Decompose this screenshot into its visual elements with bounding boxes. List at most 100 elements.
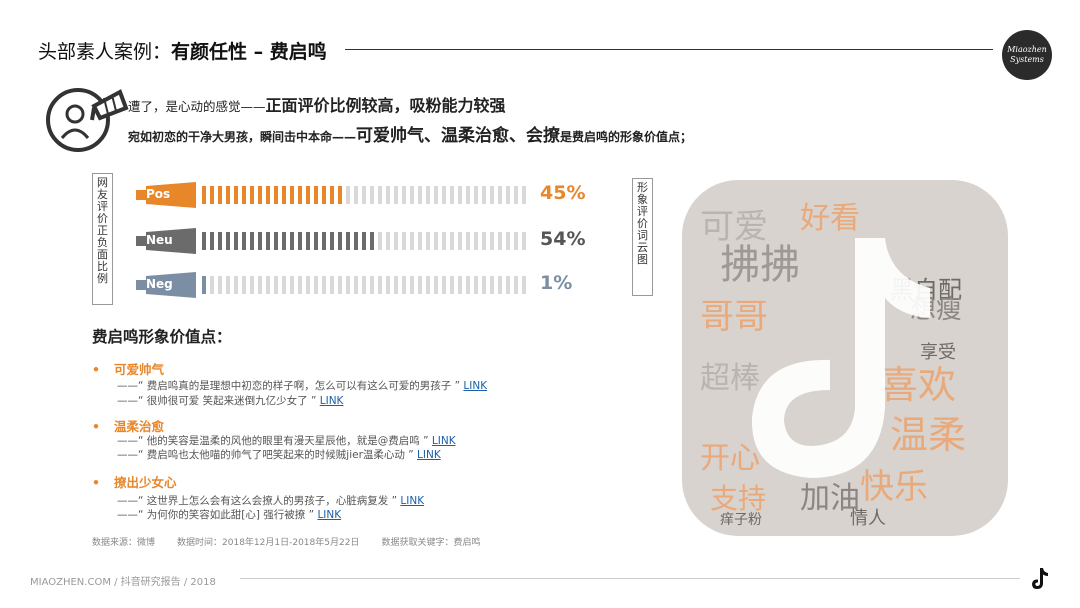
trait-heading: • 可爱帅气 — [92, 362, 165, 377]
bar-segment — [218, 276, 222, 294]
svg-text:喜欢: 喜欢 — [880, 363, 956, 407]
bar-segment — [234, 232, 238, 250]
sentiment-bar — [202, 186, 532, 204]
page-title: 头部素人案例：有颜任性 – 费启鸣 — [38, 41, 327, 63]
bar-segment — [482, 186, 486, 204]
quote-item: ——“ 这世界上怎么会有这么会撩人的男孩子，心脏病复发 ” LINK — [117, 495, 425, 507]
bar-segment — [466, 276, 470, 294]
bar-segment — [242, 276, 246, 294]
bar-segment — [498, 232, 502, 250]
quote-link[interactable]: LINK — [317, 509, 342, 521]
bar-segment — [218, 186, 222, 204]
quote-link[interactable]: LINK — [431, 435, 456, 447]
svg-text:快乐: 快乐 — [860, 467, 928, 507]
bar-segment — [378, 232, 382, 250]
bar-segment — [210, 186, 214, 204]
sentiment-row-pos: Pos 45% — [120, 180, 600, 210]
bar-segment — [402, 232, 406, 250]
bar-segment — [322, 276, 326, 294]
footer-text: MIAOZHEN.COM / 抖音研究报告 / 2018 — [30, 577, 216, 588]
bar-segment — [218, 232, 222, 250]
bar-segment — [466, 186, 470, 204]
bar-segment — [258, 232, 262, 250]
bar-segment — [346, 232, 350, 250]
bar-segment — [506, 186, 510, 204]
bar-segment — [202, 276, 206, 294]
bar-segment — [250, 186, 254, 204]
bar-segment — [330, 276, 334, 294]
user-megaphone-icon — [42, 78, 134, 158]
bar-segment — [426, 232, 430, 250]
bar-segment — [458, 186, 462, 204]
svg-text:温柔: 温柔 — [890, 413, 966, 457]
bar-segment — [482, 232, 486, 250]
wordcloud-side-label: 形象评价词云图 — [632, 178, 653, 296]
bar-segment — [258, 276, 262, 294]
sentiment-row-neg: Neg 1% — [120, 270, 600, 300]
bar-segment — [338, 276, 342, 294]
svg-text:好看: 好看 — [800, 201, 860, 236]
bar-segment — [450, 232, 454, 250]
quote-link[interactable]: LINK — [400, 495, 425, 507]
bar-segment — [426, 186, 430, 204]
bar-segment — [298, 276, 302, 294]
trait-heading: • 温柔治愈 — [92, 419, 165, 434]
bar-segment — [346, 276, 350, 294]
bar-segment — [202, 186, 206, 204]
bar-segment — [498, 186, 502, 204]
bar-segment — [290, 232, 294, 250]
svg-text:拂拂: 拂拂 — [720, 242, 800, 288]
bar-segment — [370, 186, 374, 204]
bar-segment — [474, 186, 478, 204]
bar-segment — [322, 186, 326, 204]
bar-segment — [282, 276, 286, 294]
bar-segment — [434, 276, 438, 294]
bar-segment — [242, 186, 246, 204]
quote-item: ——“ 费启鸣真的是理想中初恋的样子啊，怎么可以有这么可爱的男孩子 ” LINK — [117, 380, 488, 392]
bar-segment — [490, 232, 494, 250]
svg-text:超棒: 超棒 — [700, 361, 760, 396]
bar-segment — [330, 232, 334, 250]
bar-segment — [274, 186, 278, 204]
bar-segment — [410, 276, 414, 294]
bar-segment — [250, 232, 254, 250]
bar-segment — [362, 276, 366, 294]
bar-segment — [298, 186, 302, 204]
tiktok-logo-icon — [1032, 568, 1048, 589]
quote-link[interactable]: LINK — [463, 380, 488, 392]
bar-segment — [298, 232, 302, 250]
data-source-note: 数据来源：微博 数据时间：2018年12月1日-2018年5月22日 数据获取关键字… — [92, 538, 481, 548]
bar-segment — [210, 232, 214, 250]
bar-segment — [226, 232, 230, 250]
bar-segment — [338, 232, 342, 250]
bar-segment — [450, 186, 454, 204]
bar-segment — [442, 186, 446, 204]
bar-segment — [210, 276, 214, 294]
bar-segment — [394, 186, 398, 204]
bar-segment — [330, 186, 334, 204]
quote-item: ——“ 费启鸣也太他喵的帅气了吧笑起来的时候贼jier温柔心动 ” LINK — [117, 449, 441, 461]
bar-segment — [226, 186, 230, 204]
bar-segment — [234, 276, 238, 294]
sentiment-label: Pos — [146, 187, 171, 201]
bar-segment — [354, 276, 358, 294]
bar-segment — [338, 186, 342, 204]
sentiment-percent: 45% — [540, 182, 586, 204]
quote-link[interactable]: LINK — [417, 449, 441, 461]
sentiment-row-neu: Neu 54% — [120, 226, 600, 256]
bar-segment — [506, 276, 510, 294]
bar-segment — [354, 186, 358, 204]
title-divider — [345, 49, 993, 50]
bar-segment — [442, 276, 446, 294]
bar-segment — [354, 232, 358, 250]
miaozhen-logo: Miaozhen Systems — [1002, 30, 1052, 80]
traits-title: 费启鸣形象价值点： — [92, 328, 232, 346]
bar-segment — [474, 276, 478, 294]
quote-link[interactable]: LINK — [319, 395, 344, 407]
bar-segment — [394, 232, 398, 250]
bar-segment — [522, 186, 526, 204]
bar-segment — [386, 276, 390, 294]
bar-segment — [290, 276, 294, 294]
bar-segment — [314, 186, 318, 204]
svg-text:可爱: 可爱 — [700, 207, 768, 247]
